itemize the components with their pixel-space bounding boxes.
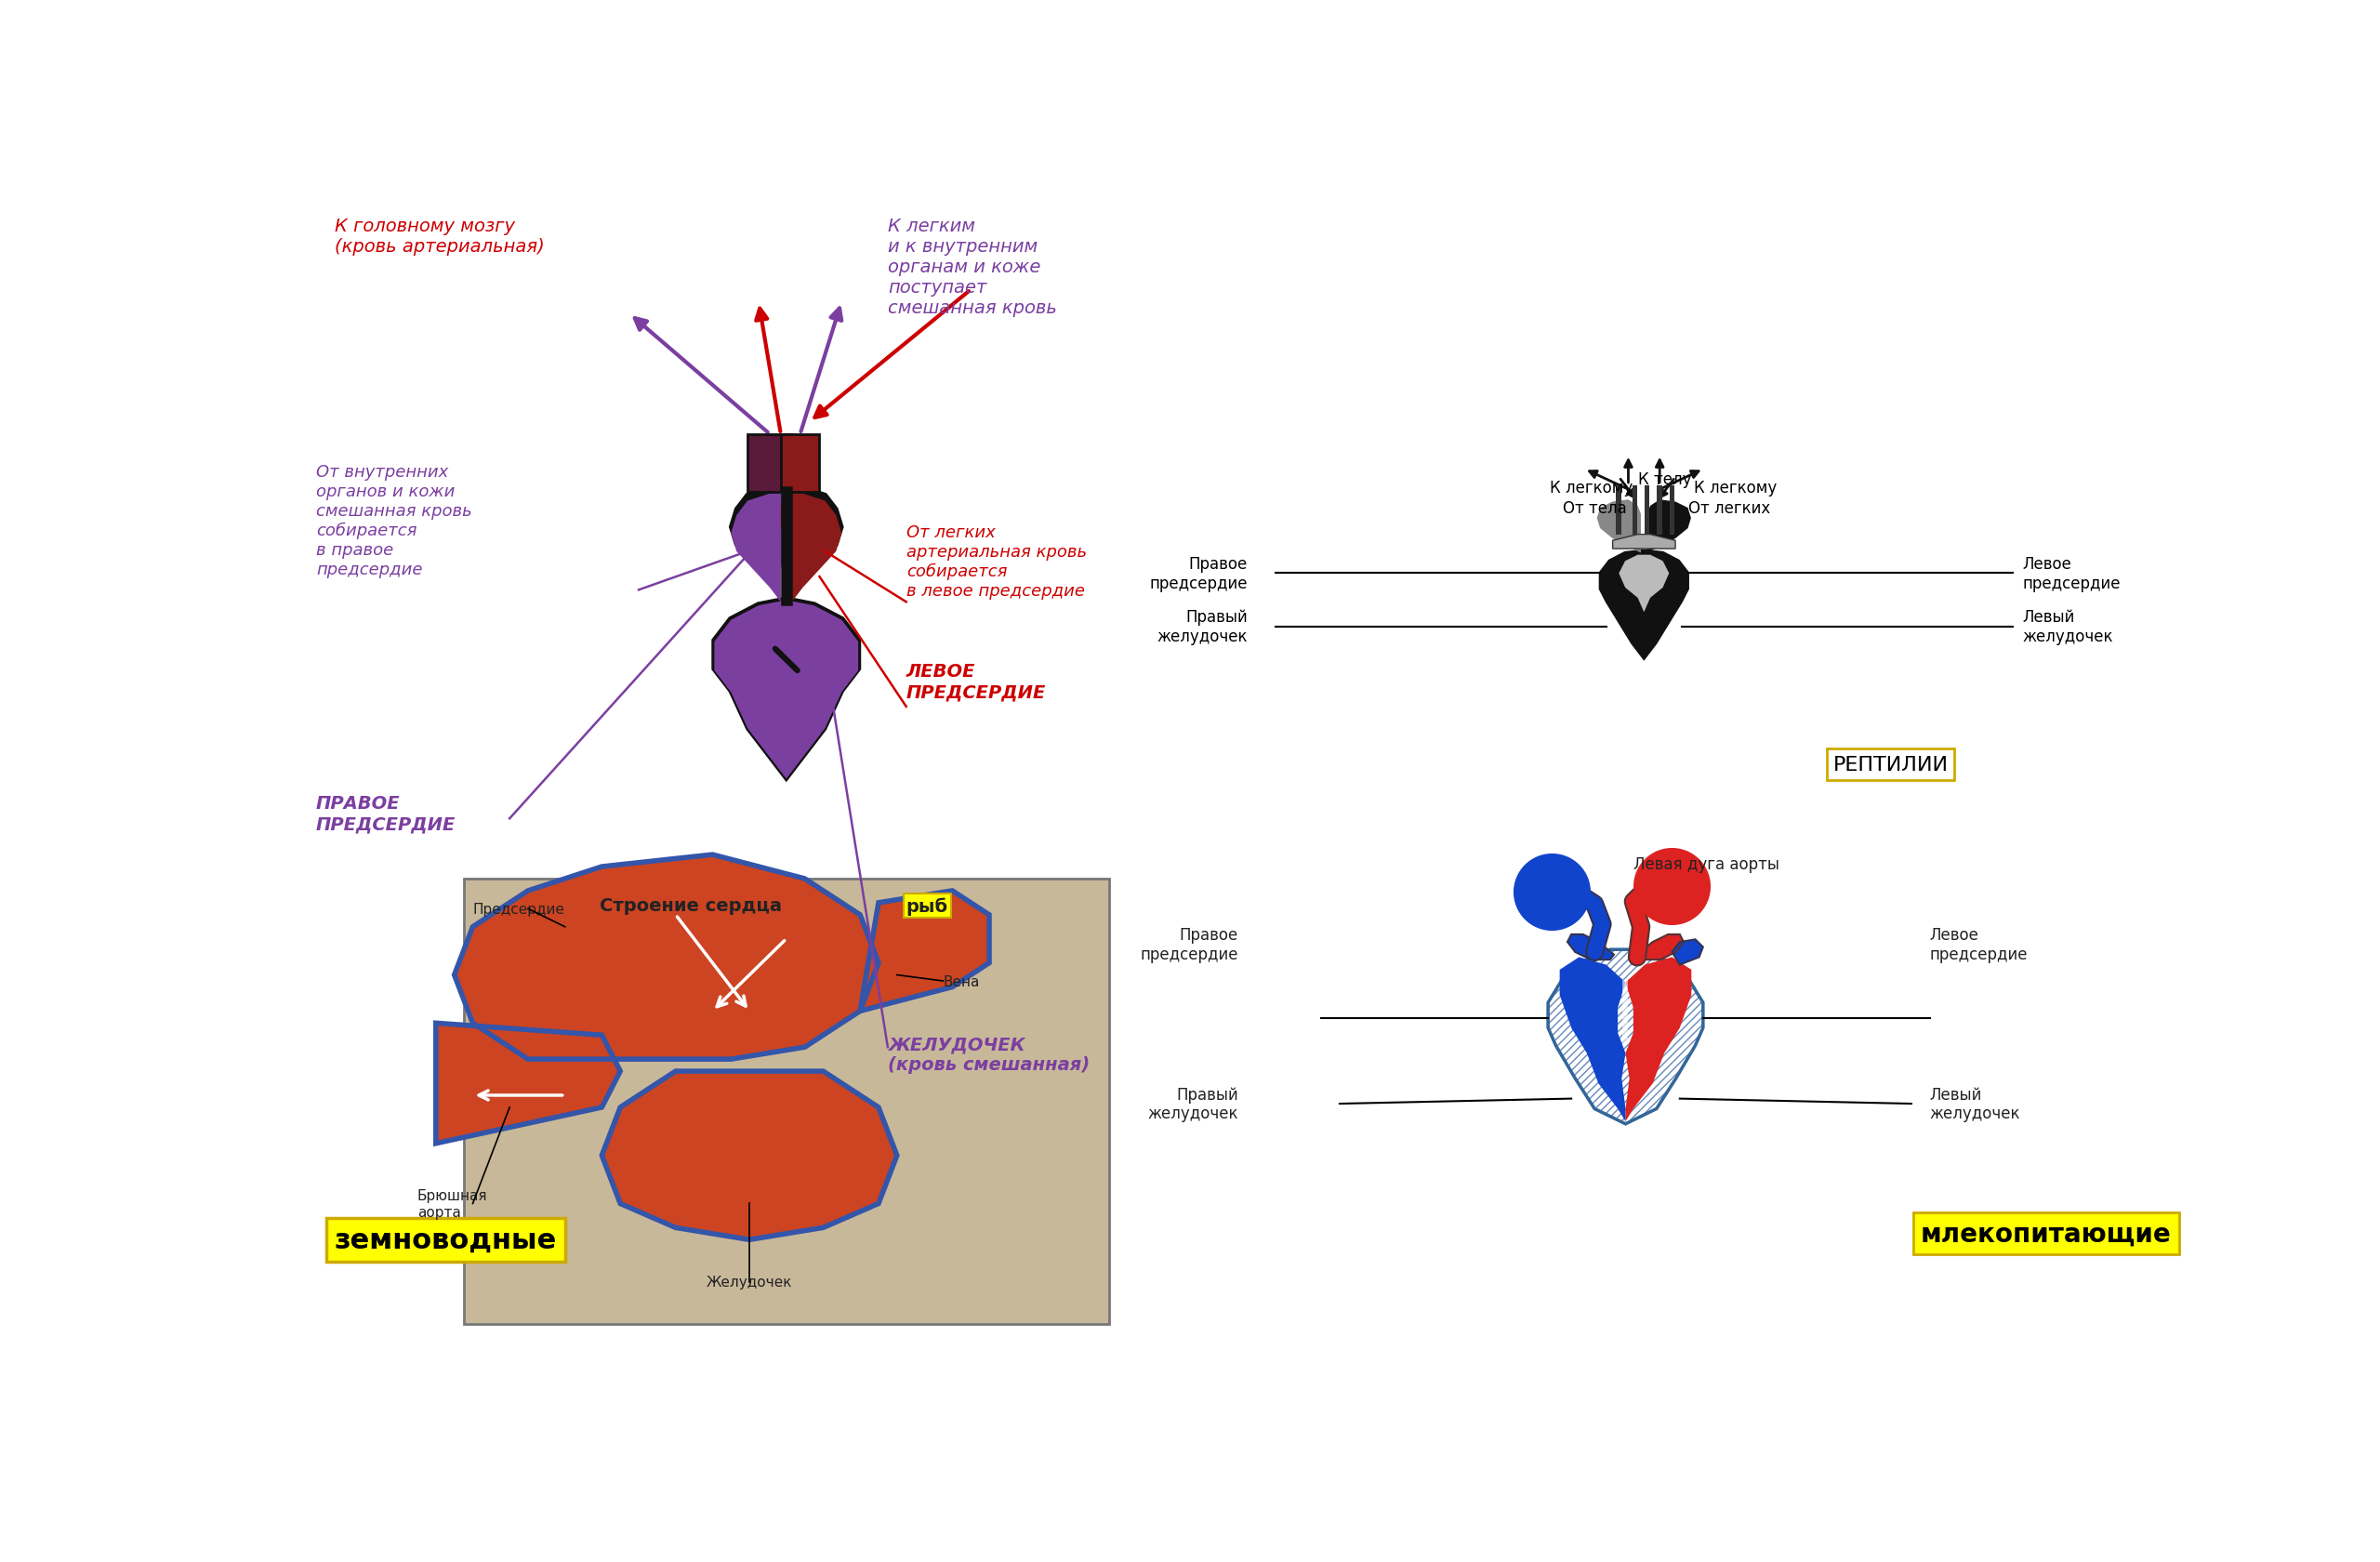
- Text: земноводные: земноводные: [333, 1226, 557, 1253]
- Polygon shape: [1647, 500, 1692, 553]
- Polygon shape: [1673, 940, 1704, 965]
- Text: К легкому: К легкому: [1549, 480, 1633, 497]
- Text: Правое
предсердие: Правое предсердие: [1150, 556, 1247, 592]
- Polygon shape: [714, 600, 859, 779]
- Text: Вена: Вена: [942, 975, 981, 989]
- Text: От легких: От легких: [1687, 500, 1771, 517]
- Text: Левая дуга аорты: Левая дуга аорты: [1633, 856, 1780, 872]
- Text: К телу: К телу: [1637, 472, 1692, 487]
- Bar: [1656, 486, 1664, 534]
- Text: К легким
и к внутренним
органам и коже
поступает
смешанная кровь: К легким и к внутренним органам и коже п…: [888, 217, 1057, 317]
- Bar: [464, 879, 1109, 1325]
- Bar: [1633, 486, 1637, 534]
- Text: Правый
желудочек: Правый желудочек: [1157, 609, 1247, 645]
- Polygon shape: [728, 484, 793, 598]
- Bar: [1616, 486, 1621, 534]
- Polygon shape: [1547, 950, 1704, 1125]
- Polygon shape: [1614, 534, 1676, 550]
- Polygon shape: [1599, 551, 1687, 659]
- Bar: [1671, 486, 1676, 534]
- Text: От тела: От тела: [1561, 500, 1626, 517]
- Bar: [747, 434, 793, 492]
- Text: Правый
желудочек: Правый желудочек: [1147, 1086, 1238, 1122]
- Text: рыб: рыб: [907, 897, 947, 915]
- Polygon shape: [1559, 958, 1626, 1122]
- Text: К головному мозгу
(кровь артериальная): К головному мозгу (кровь артериальная): [333, 217, 545, 256]
- Text: Левый
желудочек: Левый желудочек: [2023, 609, 2113, 645]
- Polygon shape: [712, 597, 862, 783]
- Text: Брюшная
аорта: Брюшная аорта: [416, 1189, 488, 1218]
- Bar: [781, 434, 819, 492]
- Text: От внутренних
органов и кожи
смешанная кровь
собирается
в правое
предсердие: От внутренних органов и кожи смешанная к…: [317, 464, 471, 578]
- Polygon shape: [1597, 500, 1640, 553]
- Polygon shape: [1599, 550, 1690, 661]
- Polygon shape: [859, 890, 990, 1011]
- Text: К легкому: К легкому: [1695, 480, 1778, 497]
- Polygon shape: [731, 492, 793, 603]
- Text: Строение сердца: Строение сердца: [600, 897, 788, 915]
- Polygon shape: [781, 492, 843, 603]
- Text: ЛЕВОЕ
ПРЕДСЕРДИЕ: ЛЕВОЕ ПРЕДСЕРДИЕ: [907, 662, 1045, 701]
- Text: Левое
предсердие: Левое предсердие: [1930, 926, 2028, 962]
- Text: Левое
предсердие: Левое предсердие: [2023, 556, 2121, 592]
- Polygon shape: [1637, 934, 1683, 961]
- Polygon shape: [1626, 958, 1692, 1122]
- Text: ЖЕЛУДОЧЕК
(кровь смешанная): ЖЕЛУДОЧЕК (кровь смешанная): [888, 1036, 1090, 1073]
- Text: РЕПТИЛИИ: РЕПТИЛИИ: [1833, 756, 1949, 775]
- Text: млекопитающие: млекопитающие: [1921, 1221, 2171, 1246]
- Text: Правое
предсердие: Правое предсердие: [1140, 926, 1238, 962]
- Polygon shape: [1618, 556, 1668, 612]
- Text: Предсердие: Предсердие: [474, 903, 564, 915]
- Polygon shape: [1568, 934, 1614, 961]
- Text: Желудочек: Желудочек: [707, 1275, 793, 1289]
- Text: ПРАВОЕ
ПРЕДСЕРДИЕ: ПРАВОЕ ПРЕДСЕРДИЕ: [317, 795, 455, 833]
- Text: Левый
желудочек: Левый желудочек: [1930, 1086, 2021, 1122]
- Polygon shape: [436, 1023, 621, 1143]
- Polygon shape: [602, 1072, 897, 1240]
- Polygon shape: [781, 484, 845, 598]
- Text: От легких
артериальная кровь
собирается
в левое предсердие: От легких артериальная кровь собирается …: [907, 525, 1088, 600]
- Bar: [1645, 486, 1649, 534]
- Polygon shape: [455, 854, 878, 1059]
